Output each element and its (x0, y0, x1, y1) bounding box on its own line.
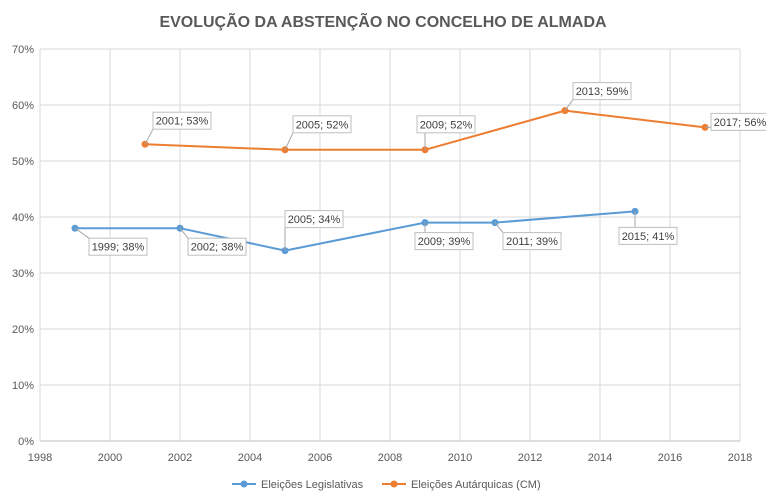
data-label-box (152, 111, 212, 130)
data-label-box (618, 226, 678, 245)
data-label: 2009; 39% (418, 236, 471, 248)
data-label-box (187, 237, 247, 256)
data-label: 2001; 53% (156, 116, 209, 128)
legend: Eleições Legislativas Eleições Autárquica… (232, 479, 541, 491)
y-tick-label: 30% (12, 268, 34, 280)
chart-title: EVOLUÇÃO DA ABSTENÇÃO NO CONCELHO DE ALM… (159, 11, 607, 31)
x-tick-label: 2012 (518, 452, 542, 464)
data-label-box (416, 115, 476, 134)
data-label: 2005; 34% (288, 214, 341, 226)
data-label-leader (74, 227, 90, 239)
data-label-leader (494, 222, 504, 233)
data-label-box (572, 82, 632, 101)
data-label-leader (179, 227, 189, 239)
data-label: 2009; 52% (420, 119, 473, 131)
y-tick-label: 60% (12, 100, 34, 112)
data-label-box (414, 232, 474, 251)
x-tick-label: 2002 (168, 452, 192, 464)
data-label: 2017; 56% (714, 117, 766, 129)
y-tick-label: 20% (12, 324, 34, 336)
data-label-box (292, 115, 352, 134)
data-label-box (502, 232, 562, 251)
y-tick-label: 0% (18, 436, 34, 448)
data-label: 1999; 38% (92, 242, 145, 254)
legend-swatch-marker (390, 480, 398, 488)
legend-label: Eleições Legislativas (261, 479, 364, 491)
x-tick-label: 2000 (98, 452, 122, 464)
data-label: 2013; 59% (576, 86, 629, 98)
x-tick-label: 2006 (308, 452, 332, 464)
series-line-0 (75, 210, 636, 252)
data-label-leader (564, 99, 574, 111)
x-tick-label: 2004 (238, 452, 262, 464)
data-label-leader (284, 132, 294, 151)
data-label-box (284, 210, 344, 229)
data-label-box (88, 237, 148, 256)
legend-label: Eleições Autárquicas (CM) (411, 479, 541, 491)
x-tick-label: 2018 (728, 452, 752, 464)
legend-swatch-marker (240, 480, 248, 488)
data-label-leader (144, 128, 154, 145)
data-label: 2005; 52% (296, 119, 349, 131)
y-tick-label: 50% (12, 156, 34, 168)
x-tick-label: 2010 (448, 452, 472, 464)
data-label: 2002; 38% (191, 242, 244, 254)
y-tick-label: 70% (12, 44, 34, 56)
y-tick-label: 40% (12, 212, 34, 224)
y-tick-label: 10% (12, 380, 34, 392)
x-tick-label: 1998 (28, 452, 52, 464)
x-tick-label: 2008 (378, 452, 402, 464)
axes: 0% 10% 20% 30% 40% 50% 60% 70% 1998 2000 2002 2004 2… (12, 44, 752, 464)
plot-area: 1999; 38% 2002; 38% 2005; 34% 2009; 39% 2011… (71, 82, 766, 256)
data-label-box (710, 112, 766, 131)
x-tick-label: 2016 (658, 452, 682, 464)
data-label: 2015; 41% (622, 231, 675, 243)
data-label: 2011; 39% (506, 236, 558, 248)
x-tick-label: 2014 (588, 452, 612, 464)
